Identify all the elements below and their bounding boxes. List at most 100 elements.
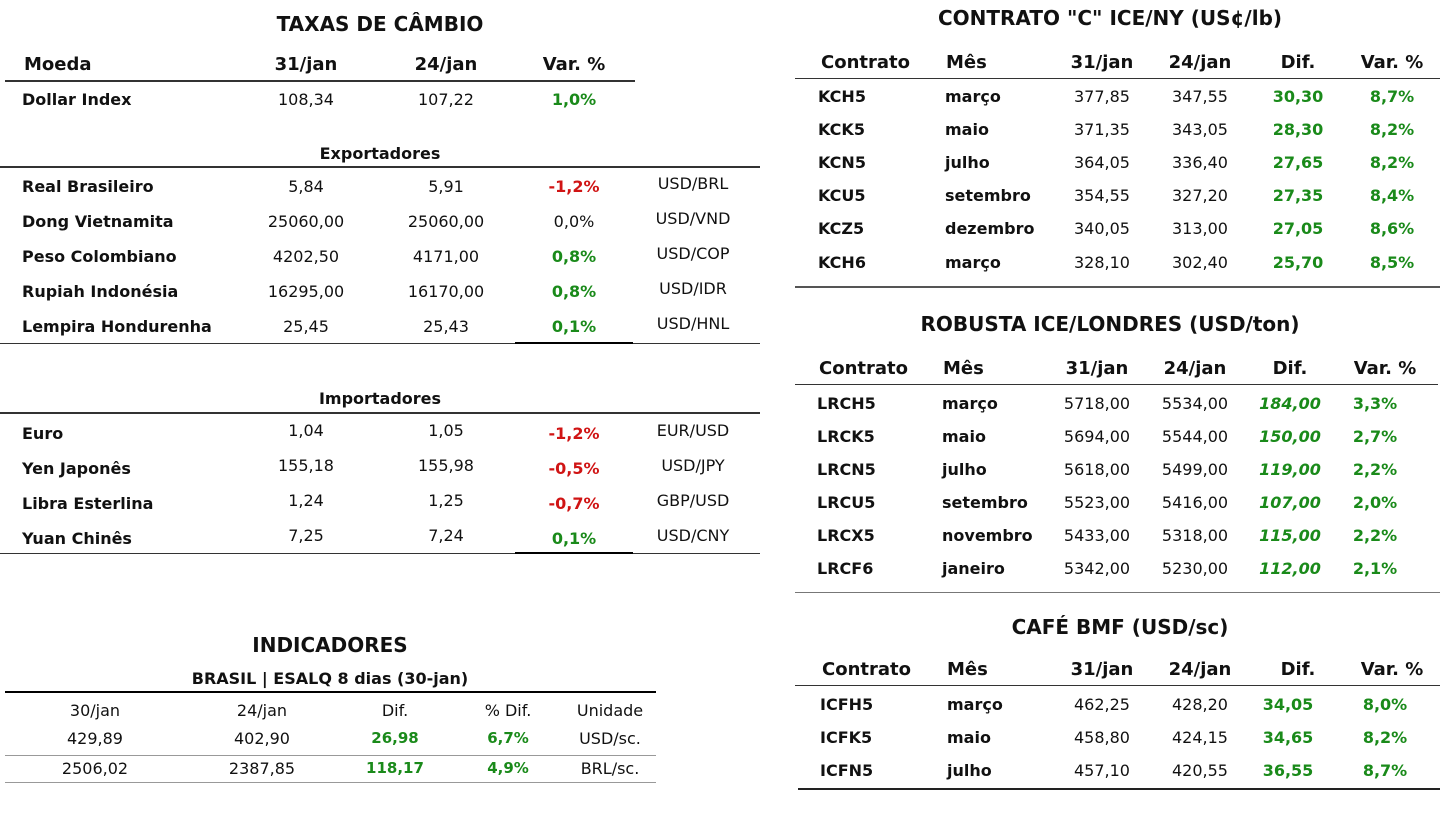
bmf-header-24jan: 24/jan xyxy=(1168,659,1232,680)
contract-code: KCH6 xyxy=(818,253,866,272)
robusta-header-dif: Dif. xyxy=(1272,358,1308,379)
currency-pair: USD/VND xyxy=(655,209,731,228)
contract-code: ICFH5 xyxy=(820,695,874,714)
contract-month: julho xyxy=(942,460,987,479)
table-row: KCU5 setembro 354,55 327,20 27,35 8,4% xyxy=(790,181,1445,211)
contract-code: LRCH5 xyxy=(817,394,876,413)
indicadores-value-24jan: 402,90 xyxy=(234,729,290,748)
table-row: ICFK5 maio 458,80 424,15 34,65 8,2% xyxy=(790,723,1445,753)
robusta-header-31jan: 31/jan xyxy=(1065,358,1129,379)
contract-month: setembro xyxy=(942,493,1028,512)
fx-exportadores-label: Exportadores xyxy=(319,144,441,163)
contract-month: novembro xyxy=(942,526,1033,545)
value-24jan: 302,40 xyxy=(1172,253,1228,272)
fx-title: TAXAS DE CÂMBIO xyxy=(276,12,484,36)
value-31jan: 364,05 xyxy=(1074,153,1130,172)
value-24jan: 5544,00 xyxy=(1161,427,1229,446)
value-31jan: 7,25 xyxy=(288,526,324,545)
robusta-header-var: Var. % xyxy=(1353,358,1417,379)
value-31jan: 1,24 xyxy=(288,491,324,510)
variation: 2,0% xyxy=(1352,493,1398,512)
value-24jan: 7,24 xyxy=(428,526,464,545)
fx-exportadores-rule xyxy=(0,166,760,168)
bmf-table: ICFH5 março 462,25 428,20 34,05 8,0% ICF… xyxy=(790,690,1445,790)
table-row: Yuan Chinês 7,25 7,24 0,1% USD/CNY xyxy=(0,524,760,554)
robusta-header-mes: Mês xyxy=(943,358,984,379)
variation: 8,6% xyxy=(1369,219,1415,238)
indicadores-unit: BRL/sc. xyxy=(580,759,640,778)
value-24jan: 343,05 xyxy=(1172,120,1228,139)
contract-month: janeiro xyxy=(942,559,1005,578)
contrato-c-header-rule xyxy=(795,78,1440,79)
indicadores-value-30jan: 429,89 xyxy=(67,729,123,748)
contract-month: março xyxy=(947,695,1003,714)
indicadores-value-24jan: 2387,85 xyxy=(228,759,296,778)
value-31jan: 1,04 xyxy=(288,421,324,440)
contract-code: KCN5 xyxy=(818,153,866,172)
table-row: LRCU5 setembro 5523,00 5416,00 107,00 2,… xyxy=(790,488,1445,518)
variation: 8,0% xyxy=(1362,695,1408,714)
value-24jan: 5230,00 xyxy=(1161,559,1229,578)
bmf-header-dif: Dif. xyxy=(1280,659,1316,680)
contrato-c-header-var: Var. % xyxy=(1360,52,1424,73)
indicadores-header-pdif: % Dif. xyxy=(484,701,532,720)
robusta-header-rule xyxy=(795,384,1438,385)
contract-code: ICFK5 xyxy=(820,728,873,747)
indicadores-rule xyxy=(5,691,656,693)
value-31jan: 462,25 xyxy=(1074,695,1130,714)
value-31jan: 25,45 xyxy=(283,317,329,336)
indicadores-title: INDICADORES xyxy=(252,633,408,657)
variation: -1,2% xyxy=(548,177,600,196)
difference: 119,00 xyxy=(1259,460,1321,479)
indicadores-row-brl: 2506,02 2387,85 118,17 4,9% BRL/sc. xyxy=(0,759,660,785)
value-31jan: 5694,00 xyxy=(1063,427,1131,446)
value-31jan: 340,05 xyxy=(1074,219,1130,238)
contract-code: ICFN5 xyxy=(820,761,874,780)
fx-header-rule xyxy=(5,80,635,82)
table-row: ICFN5 julho 457,10 420,55 36,55 8,7% xyxy=(790,756,1445,786)
value-31jan: 328,10 xyxy=(1074,253,1130,272)
value-24jan: 5416,00 xyxy=(1161,493,1229,512)
table-row: Peso Colombiano 4202,50 4171,00 0,8% USD… xyxy=(0,242,760,272)
variation: 0,8% xyxy=(551,282,597,301)
currency-pair: EUR/USD xyxy=(656,421,730,440)
currency-pair: USD/CNY xyxy=(656,526,730,545)
difference: 25,70 xyxy=(1272,253,1324,272)
value-24jan: 5534,00 xyxy=(1161,394,1229,413)
fx-exportadores-bottom-rule xyxy=(0,343,760,344)
value-24jan: 25,43 xyxy=(423,317,469,336)
value-31jan: 354,55 xyxy=(1074,186,1130,205)
currency-name: Euro xyxy=(22,424,64,443)
table-row: LRCK5 maio 5694,00 5544,00 150,00 2,7% xyxy=(790,422,1445,452)
variation: 2,2% xyxy=(1352,526,1398,545)
value-31jan: 377,85 xyxy=(1074,87,1130,106)
contract-code: LRCK5 xyxy=(817,427,875,446)
value-31jan: 155,18 xyxy=(278,456,334,475)
variation: 0,1% xyxy=(551,529,597,548)
contrato-c-header-dif: Dif. xyxy=(1280,52,1316,73)
indicadores-section: INDICADORES BRASIL | ESALQ 8 dias (30-ja… xyxy=(0,625,670,795)
value-24jan: 313,00 xyxy=(1172,219,1228,238)
value-31jan: 5718,00 xyxy=(1063,394,1131,413)
variation: -0,7% xyxy=(548,494,600,513)
contrato-c-header-mes: Mês xyxy=(946,52,987,73)
robusta-bottom-rule xyxy=(795,592,1440,593)
value-24jan: 327,20 xyxy=(1172,186,1228,205)
variation: 8,7% xyxy=(1369,87,1415,106)
value-24jan: 5499,00 xyxy=(1161,460,1229,479)
table-row: ICFH5 março 462,25 428,20 34,05 8,0% xyxy=(790,690,1445,720)
currency-pair: GBP/USD xyxy=(656,491,730,510)
indicadores-row-separator xyxy=(5,755,656,756)
difference: 36,55 xyxy=(1262,761,1314,780)
contract-month: maio xyxy=(947,728,991,747)
difference: 112,00 xyxy=(1259,559,1321,578)
contract-month: dezembro xyxy=(945,219,1035,238)
indicadores-header-30jan: 30/jan xyxy=(69,701,121,720)
table-row: KCH6 março 328,10 302,40 25,70 8,5% xyxy=(790,248,1445,278)
variation: 2,2% xyxy=(1352,460,1398,479)
indicadores-header-dif: Dif. xyxy=(381,701,409,720)
bmf-header-rule xyxy=(795,685,1440,686)
variation: 0,0% xyxy=(553,212,595,231)
currency-pair: USD/HNL xyxy=(656,314,730,333)
table-row: KCK5 maio 371,35 343,05 28,30 8,2% xyxy=(790,115,1445,145)
